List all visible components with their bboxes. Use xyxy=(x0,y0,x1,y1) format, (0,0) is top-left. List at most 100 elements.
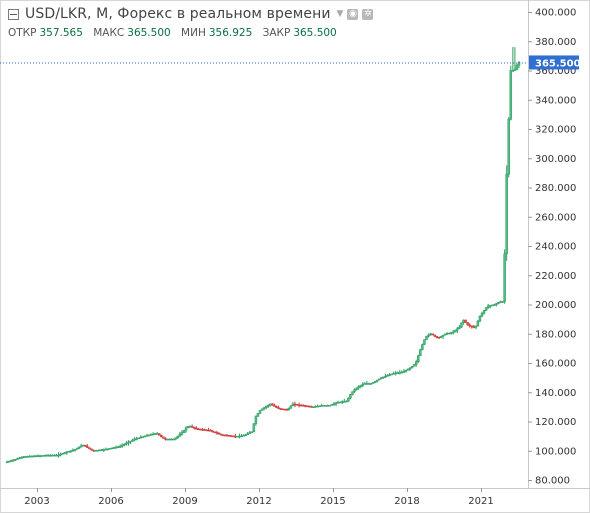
candle-body xyxy=(69,450,73,452)
candle-body xyxy=(462,319,465,324)
candle-body xyxy=(108,448,112,450)
y-tick-label: 160.000 xyxy=(535,359,576,370)
candle-body xyxy=(451,331,455,334)
candle-body xyxy=(38,455,42,457)
candle-body xyxy=(476,320,480,327)
candle-body xyxy=(236,435,239,438)
candle-body xyxy=(30,455,34,458)
candle-body xyxy=(380,377,383,380)
candle-body xyxy=(168,438,171,441)
candle-body xyxy=(174,437,177,440)
candle-body xyxy=(513,69,517,71)
candle-body xyxy=(382,376,385,379)
candle-body xyxy=(151,433,155,436)
candle-body xyxy=(264,406,268,408)
candle-body xyxy=(332,403,336,405)
candle-body xyxy=(285,409,288,411)
candle-body xyxy=(384,375,387,378)
candle-body xyxy=(359,385,362,387)
candle-body xyxy=(195,427,198,430)
candle-body xyxy=(322,405,325,407)
candle-body xyxy=(443,333,447,336)
candle-body xyxy=(178,434,182,437)
chart-title: USD/LKR, M, Форекс в реальном времени xyxy=(25,6,331,22)
candle-body xyxy=(497,302,500,304)
candle-body xyxy=(219,433,223,436)
candle-body xyxy=(262,407,266,410)
candle-body xyxy=(36,455,40,457)
candle-body xyxy=(88,447,91,450)
candle-body xyxy=(301,404,305,407)
y-axis-ticks[interactable]: 80.000 100.000 120.000 140.000 160.000 180.00… xyxy=(528,8,576,487)
candle-body xyxy=(221,434,225,436)
gear-icon[interactable]: ✲ xyxy=(362,8,374,20)
candle-body xyxy=(460,322,463,328)
candle-body xyxy=(22,456,25,458)
candle-body xyxy=(250,431,254,433)
candle-body xyxy=(367,383,371,385)
candle-body xyxy=(486,305,490,308)
high-label: МАКС xyxy=(93,27,125,39)
candle-body xyxy=(164,438,167,440)
candle-body xyxy=(312,406,315,408)
candle-body xyxy=(291,403,295,407)
candle-body xyxy=(484,307,488,311)
candle-body xyxy=(410,366,414,369)
collapse-icon[interactable] xyxy=(8,8,19,20)
x-axis-ticks[interactable]: 2003 2006 2009 2012 2015 2018 2021 xyxy=(24,488,494,507)
price-tag-label: 365.500 xyxy=(535,58,581,69)
candle-body xyxy=(269,403,272,406)
open-value: 357.565 xyxy=(39,27,83,39)
candle-body xyxy=(303,405,307,407)
candle-body xyxy=(258,410,262,414)
candle-body xyxy=(320,405,323,407)
candle-body xyxy=(192,426,196,429)
candle-body xyxy=(429,333,432,336)
candle-body xyxy=(158,433,161,436)
candle-body xyxy=(55,454,58,457)
candle-body xyxy=(425,335,428,340)
x-tick-label: 2003 xyxy=(24,496,49,507)
candle-body xyxy=(118,445,122,448)
candle-body xyxy=(252,423,256,432)
candle-body xyxy=(65,451,69,454)
chart-header: USD/LKR, M, Форекс в реальном времени ▼ … xyxy=(8,4,374,24)
candle-body xyxy=(24,456,27,458)
candle-body xyxy=(386,375,389,377)
candle-body xyxy=(16,458,19,460)
candle-body xyxy=(369,383,373,385)
candle-body xyxy=(86,446,89,448)
candle-body xyxy=(427,334,430,337)
candle-body xyxy=(71,449,75,452)
candle-body xyxy=(423,339,426,345)
candle-body xyxy=(223,434,227,437)
candle-body xyxy=(34,455,38,458)
candle-body xyxy=(84,444,87,447)
candle-body xyxy=(57,454,60,457)
candle-body xyxy=(162,436,165,439)
candle-body xyxy=(67,450,71,453)
candle-body xyxy=(373,381,377,383)
candle-body xyxy=(326,405,330,407)
candle-body xyxy=(345,400,348,403)
eye-icon[interactable]: ◉ xyxy=(347,8,359,20)
candle-body xyxy=(145,435,149,437)
candle-body xyxy=(271,403,274,406)
candle-body xyxy=(131,439,134,442)
candle-body xyxy=(365,383,369,385)
candle-body xyxy=(63,452,66,454)
candle-body xyxy=(355,387,358,390)
candle-body xyxy=(121,444,124,447)
y-tick-label: 320.000 xyxy=(535,125,576,136)
candle-body xyxy=(503,253,506,302)
candle-body xyxy=(314,406,317,408)
chevron-down-icon[interactable]: ▼ xyxy=(336,9,344,19)
candle-body xyxy=(176,435,180,438)
candle-body xyxy=(197,428,200,431)
candle-body xyxy=(400,371,404,374)
candle-body xyxy=(79,445,83,448)
candle-body xyxy=(137,437,140,440)
x-tick-label: 2009 xyxy=(172,496,197,507)
candle-body xyxy=(275,406,278,408)
